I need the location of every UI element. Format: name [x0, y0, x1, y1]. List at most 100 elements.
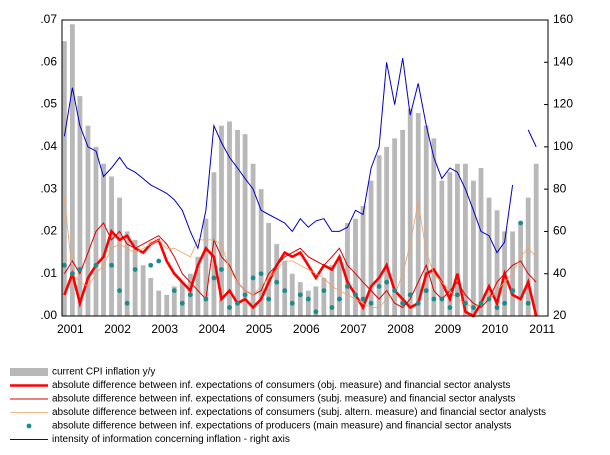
dot [400, 300, 406, 306]
y-tick-label: .03 [40, 181, 57, 195]
x-tick-label: 2002 [104, 322, 131, 336]
bar [486, 197, 492, 316]
dot [463, 300, 468, 306]
x-tick-label: 2006 [293, 322, 320, 336]
bar [77, 96, 83, 316]
y-tick-label: .06 [40, 54, 57, 68]
bar [117, 197, 122, 316]
y2-tick-label: 20 [553, 308, 567, 322]
x-tick-label: 2007 [340, 322, 367, 336]
dot [258, 271, 264, 277]
dot [266, 296, 272, 302]
dot [211, 275, 217, 281]
dot [132, 267, 138, 272]
line [63, 228, 538, 318]
dot [274, 279, 280, 285]
dot [242, 292, 248, 298]
dot [384, 279, 390, 285]
bar [203, 218, 209, 316]
y-tick-label: .07 [40, 12, 57, 26]
dot [525, 300, 531, 306]
dot [227, 305, 232, 310]
y2-tick-label: 80 [553, 181, 567, 195]
dot [486, 296, 492, 302]
bar [525, 197, 531, 316]
bar [61, 41, 67, 317]
plot-frame [61, 19, 549, 317]
x-tick-label: 2009 [434, 322, 461, 336]
dot [171, 288, 177, 294]
legend-swatch [26, 423, 32, 429]
bar [337, 256, 342, 316]
x-tick-label: 2003 [151, 322, 178, 336]
dot [117, 288, 122, 294]
y-tick-label: .05 [40, 97, 57, 111]
dot [471, 305, 476, 310]
bar [321, 277, 327, 316]
bar [329, 265, 335, 316]
bar [423, 125, 429, 316]
bar [101, 163, 106, 316]
dot [337, 296, 342, 302]
x-tick-label: 2008 [387, 322, 414, 336]
bar [494, 210, 500, 316]
bar [148, 277, 154, 316]
line [64, 197, 537, 308]
dot [407, 292, 413, 298]
bar [156, 290, 162, 316]
dot [447, 305, 453, 310]
bar [454, 163, 460, 316]
dot [93, 262, 99, 268]
bar [533, 163, 539, 316]
bar [179, 282, 185, 316]
bar [463, 163, 468, 316]
y-tick-label: .02 [40, 224, 57, 238]
bar [69, 24, 75, 316]
bar [368, 180, 374, 316]
legend-label: absolute difference between inf. expecta… [52, 394, 515, 405]
bar [360, 206, 366, 316]
dot [148, 262, 154, 268]
dot [415, 300, 421, 306]
x-tick-label: 2010 [482, 322, 509, 336]
dot [439, 296, 445, 302]
bar [266, 222, 272, 316]
legend-label: intensity of information concerning infl… [52, 434, 290, 445]
legend-label: absolute difference between inf. expecta… [52, 380, 510, 391]
dot [203, 296, 209, 302]
dot [360, 296, 366, 302]
legend-label: absolute difference between inf. expecta… [52, 421, 512, 432]
x-tick-label: 2004 [199, 322, 226, 336]
dot [518, 220, 524, 226]
dot [321, 288, 327, 294]
dot [282, 288, 288, 294]
y2-tick-label: 100 [553, 139, 573, 153]
bar [140, 265, 146, 316]
dot [431, 296, 437, 302]
bar [258, 189, 264, 316]
y-tick-label: .00 [40, 308, 57, 322]
dot [289, 300, 295, 306]
dot [392, 288, 398, 294]
dot [376, 284, 382, 289]
dot [455, 292, 460, 298]
dot [187, 292, 193, 298]
y2-tick-label: 120 [553, 97, 573, 111]
dot [494, 305, 500, 310]
bar [211, 172, 217, 316]
bar [132, 239, 138, 316]
bar [376, 155, 382, 316]
bar [447, 172, 453, 316]
dot [329, 305, 335, 310]
legend-label: current CPI inflation y/y [52, 367, 155, 378]
dot [305, 296, 311, 302]
dot [156, 258, 162, 264]
bar [164, 294, 170, 316]
bar [392, 138, 398, 316]
bar [250, 163, 256, 316]
bar [415, 113, 421, 317]
bar [345, 222, 350, 316]
y-tick-label: .01 [40, 266, 57, 280]
bar [305, 290, 311, 316]
